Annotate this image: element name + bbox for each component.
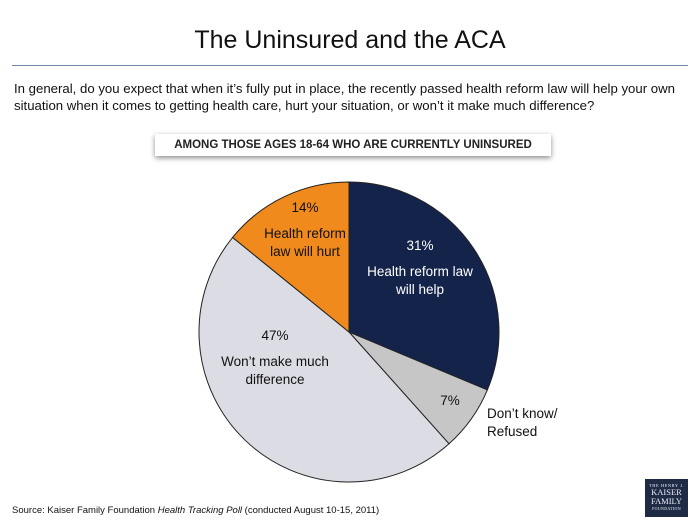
slice-label-line: difference (245, 372, 304, 387)
kaiser-logo: THE HENRY J. KAISER FAMILY FOUNDATION (645, 479, 688, 517)
slice-label-dontknow: Don’t know/Refused (487, 406, 558, 439)
logo-line-1: THE HENRY J. (649, 483, 684, 488)
logo-line-4: FOUNDATION (652, 506, 681, 511)
logo-line-2: KAISER (651, 487, 682, 497)
slice-label-hurt: Health reform law will hurt (264, 226, 346, 259)
survey-question: In general, do you expect that when it’s… (14, 81, 675, 113)
slice-percent-hurt: 14% (291, 200, 318, 215)
page-title: The Uninsured and the ACA (194, 26, 506, 54)
logo-line-3: FAMILY (650, 496, 683, 506)
slice-label-line: law will hurt (270, 244, 340, 259)
slice-label-line: Refused (487, 424, 537, 439)
slice-percent-help: 31% (406, 238, 433, 253)
subgroup-label: AMONG THOSE AGES 18-64 WHO ARE CURRENTLY… (155, 134, 551, 156)
slice-label-nodiff: Won’t make much difference (221, 354, 329, 387)
slice-label-line: Don’t know/ (487, 406, 558, 421)
source-suffix: (conducted August 10-15, 2011) (242, 505, 380, 516)
slice-percent-dontknow: 7% (440, 393, 460, 408)
slice-label-line: will help (395, 282, 444, 297)
slice-label-line: Health reform (264, 226, 346, 241)
slice-label-line: Health reform law (367, 264, 473, 279)
slice-label-help: Health reform law will help (367, 264, 473, 297)
pie-slice-nodiff (198, 236, 450, 483)
title-divider (12, 65, 688, 66)
source-prefix: Source: Kaiser Family Foundation (12, 505, 158, 516)
slice-label-line: Won’t make much (221, 354, 329, 369)
source-poll-name: Health Tracking Poll (157, 505, 243, 516)
pie-slice-help (348, 181, 500, 391)
slice-percent-nodiff: 47% (261, 328, 288, 343)
source-note: Source: Kaiser Family Foundation Health … (12, 505, 379, 516)
pie-slice-hurt (231, 181, 350, 334)
